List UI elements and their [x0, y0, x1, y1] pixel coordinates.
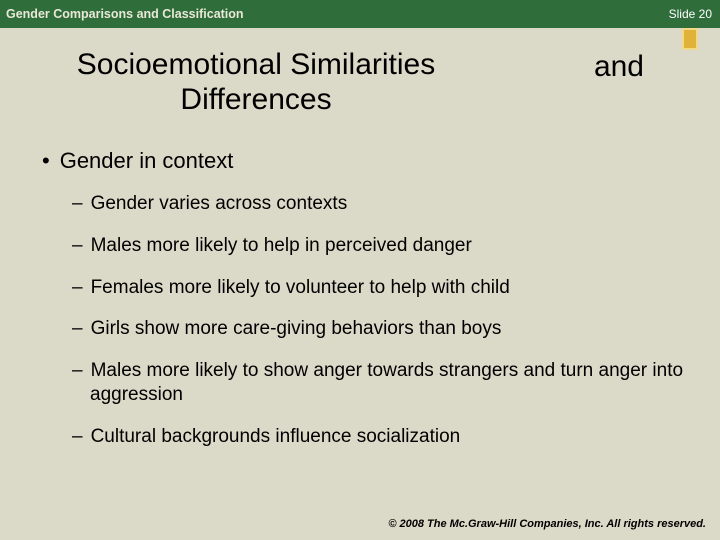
- lvl2-text: Males more likely to show anger towards …: [90, 360, 683, 405]
- title-line2: Differences: [180, 83, 331, 116]
- lvl2-text: Girls show more care-giving behaviors th…: [91, 318, 502, 339]
- slide-title: Socioemotional Similarities Differences …: [36, 48, 684, 117]
- bullet-lvl2: –Girls show more care-giving behaviors t…: [30, 317, 690, 341]
- dash-icon: –: [72, 318, 83, 339]
- bullet-lvl1: • Gender in context: [30, 148, 690, 174]
- dash-icon: –: [72, 426, 83, 447]
- bullet-lvl2: –Cultural backgrounds influence socializ…: [30, 425, 690, 449]
- lvl2-text: Females more likely to volunteer to help…: [91, 277, 510, 298]
- lvl2-text: Males more likely to help in perceived d…: [91, 235, 472, 256]
- title-left: Socioemotional Similarities Differences: [36, 48, 476, 117]
- slide-number: Slide 20: [669, 7, 712, 21]
- bullet-lvl2: –Males more likely to show anger towards…: [30, 359, 690, 407]
- dash-icon: –: [72, 193, 83, 214]
- header-bar: Gender Comparisons and Classification Sl…: [0, 0, 720, 28]
- copyright-footer: © 2008 The Mc.Graw-Hill Companies, Inc. …: [388, 518, 706, 530]
- bullet-lvl2: –Gender varies across contexts: [30, 192, 690, 216]
- bullet-lvl2: –Males more likely to help in perceived …: [30, 234, 690, 258]
- lvl2-text: Gender varies across contexts: [91, 193, 348, 214]
- accent-block: [682, 28, 698, 50]
- lvl2-text: Cultural backgrounds influence socializa…: [91, 426, 461, 447]
- lvl1-text: Gender in context: [60, 148, 234, 173]
- title-right: and: [594, 48, 684, 84]
- content-area: •Gender in context –Gender varies across…: [30, 148, 690, 466]
- bullet-dot-icon: •: [42, 148, 50, 173]
- chapter-title: Gender Comparisons and Classification: [6, 7, 244, 21]
- dash-icon: –: [72, 235, 83, 256]
- dash-icon: –: [72, 360, 83, 381]
- title-line1: Socioemotional Similarities: [77, 48, 435, 81]
- bullet-lvl2: –Females more likely to volunteer to hel…: [30, 276, 690, 300]
- dash-icon: –: [72, 277, 83, 298]
